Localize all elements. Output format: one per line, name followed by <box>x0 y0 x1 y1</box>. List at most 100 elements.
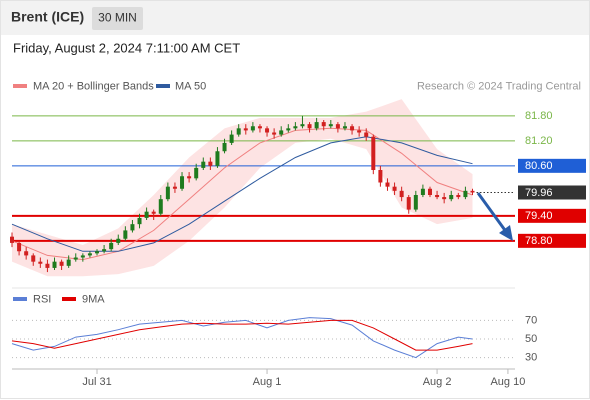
candle-body <box>109 242 114 250</box>
candle-body <box>399 190 404 198</box>
candle-body <box>208 161 213 166</box>
candle-body <box>427 188 432 195</box>
level-label: 78.80 <box>525 235 553 247</box>
candle-body <box>59 261 64 266</box>
interval-box[interactable] <box>92 7 143 30</box>
legend-swatch <box>13 84 27 88</box>
candle-body <box>307 124 312 129</box>
candle-body <box>378 170 383 183</box>
x-tick-label: Jul 31 <box>82 376 111 388</box>
y-tick-label: 70 <box>525 314 537 326</box>
candle-body <box>66 259 71 266</box>
candle-body <box>116 238 121 243</box>
candle-body <box>158 199 163 214</box>
candle-body <box>335 124 340 129</box>
legend-swatch <box>62 297 76 301</box>
level-label: 80.60 <box>525 160 553 172</box>
candle-body <box>392 186 397 191</box>
header-bar <box>1 1 589 35</box>
candle-body <box>449 195 454 200</box>
ma50-line <box>11 136 473 252</box>
candle-body <box>300 124 305 127</box>
legend-label: RSI <box>33 293 51 305</box>
x-tick-label: Aug 1 <box>253 376 282 388</box>
candle-body <box>123 230 128 239</box>
forecast-arrowhead <box>499 225 513 241</box>
candle-body <box>371 136 376 170</box>
candle-body <box>350 126 355 131</box>
level-label: 81.80 <box>525 110 553 122</box>
candle-body <box>229 134 234 143</box>
level-box <box>518 233 586 248</box>
level-label: 81.20 <box>525 135 553 147</box>
candle-body <box>137 217 142 225</box>
legend-label: MA 50 <box>175 80 206 92</box>
candle-body <box>470 190 475 193</box>
level-box <box>518 208 586 223</box>
candle-body <box>236 128 241 135</box>
timestamp: Friday, August 2, 2024 7:11:00 AM CET <box>13 40 240 55</box>
y-tick-label: 50 <box>525 333 537 345</box>
candle-body <box>144 211 149 218</box>
candle-body <box>364 132 369 137</box>
candle-body <box>222 142 227 152</box>
candle-body <box>151 211 156 214</box>
legend-label: MA 20 + Bollinger Bands <box>33 80 154 92</box>
rsi-panel: 70 50 30 RSI 9MA <box>11 293 537 363</box>
candle-body <box>17 242 22 252</box>
candle-body <box>357 130 362 133</box>
candle-body <box>80 255 85 258</box>
candle-body <box>385 182 390 187</box>
candle-body <box>31 255 36 262</box>
candle-body <box>342 126 347 129</box>
price-panel: 81.80 81.20 80.60 79.96 79.40 78.80 MA 20 + Bo… <box>10 80 586 388</box>
x-tick-label: Aug 10 <box>490 376 525 388</box>
candle-body <box>463 190 468 198</box>
candle-body <box>10 236 14 243</box>
candle-body <box>435 195 440 198</box>
candle-body <box>215 151 220 166</box>
level-box <box>518 185 586 200</box>
candle-body <box>442 197 447 200</box>
candle-body <box>130 224 135 231</box>
legend-swatch <box>13 297 27 301</box>
x-tick-label: Aug 2 <box>423 376 452 388</box>
ma20-line <box>11 127 473 261</box>
candle-body <box>406 197 411 210</box>
candle-body <box>194 167 199 179</box>
candle-body <box>257 126 262 129</box>
title: Brent (ICE) <box>11 9 84 25</box>
interval[interactable]: 30 MIN <box>98 11 137 25</box>
candle-body <box>165 186 170 200</box>
candle-body <box>102 249 107 252</box>
candle-body <box>314 122 319 129</box>
candle-body <box>73 257 78 260</box>
candle-body <box>272 132 277 135</box>
series-line <box>11 317 473 359</box>
candle-body <box>243 128 248 131</box>
candle-body <box>45 263 50 268</box>
candle-body <box>250 126 255 131</box>
candle-body <box>201 161 206 168</box>
forecast-arrow <box>476 192 509 234</box>
level-label: 79.96 <box>525 187 553 199</box>
candle-body <box>265 128 270 133</box>
candle-body <box>38 261 43 264</box>
candle-body <box>456 195 461 198</box>
candle-body <box>328 124 333 127</box>
candle-body <box>172 186 177 189</box>
candle-body <box>279 130 284 135</box>
candle-body <box>187 176 192 179</box>
y-tick-label: 30 <box>525 351 537 363</box>
credit: Research © 2024 Trading Central <box>417 80 581 92</box>
candle-body <box>95 251 100 254</box>
legend-label: 9MA <box>82 293 105 305</box>
candle-body <box>180 176 185 189</box>
series-line <box>11 319 473 351</box>
level-label: 79.40 <box>525 210 553 222</box>
candle-body <box>293 126 298 129</box>
candle-body <box>24 251 29 256</box>
candle-body <box>52 261 57 268</box>
